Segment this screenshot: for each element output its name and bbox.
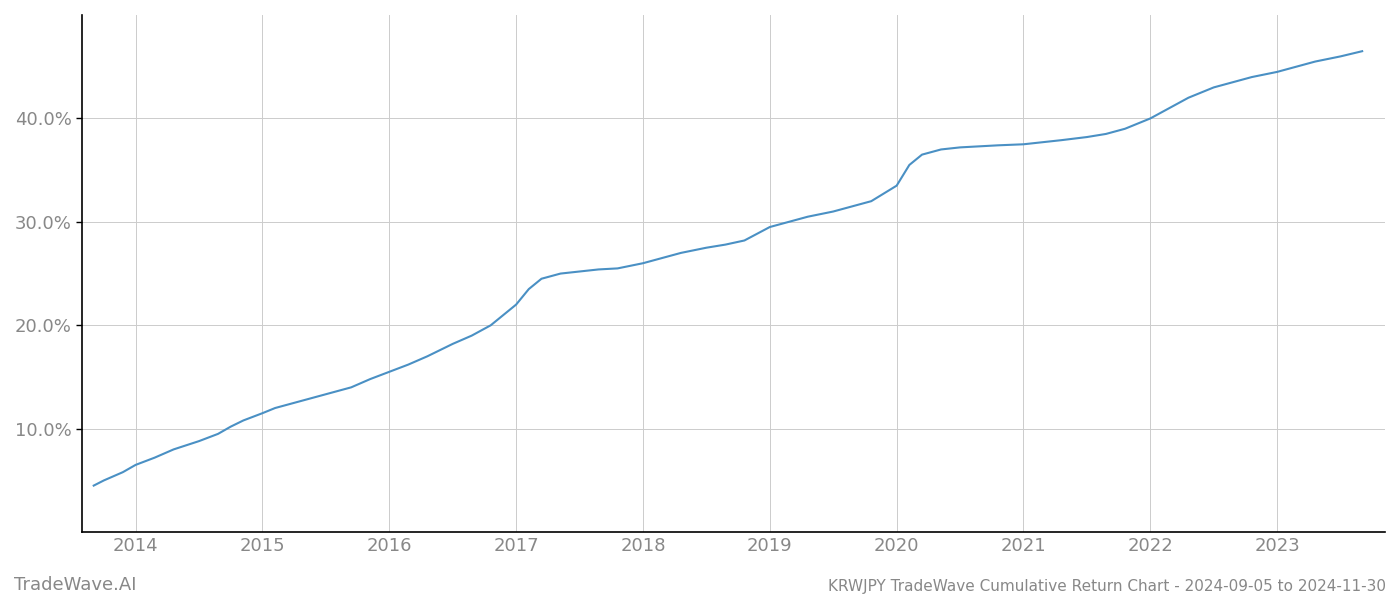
Text: TradeWave.AI: TradeWave.AI [14, 576, 137, 594]
Text: KRWJPY TradeWave Cumulative Return Chart - 2024-09-05 to 2024-11-30: KRWJPY TradeWave Cumulative Return Chart… [827, 579, 1386, 594]
